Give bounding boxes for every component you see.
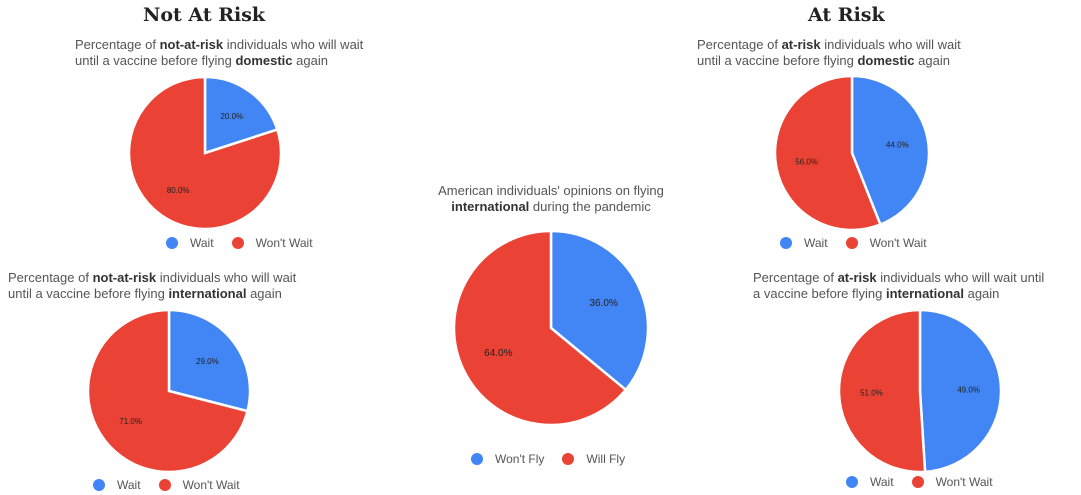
- legend-at-risk-international: Wait Won't Wait: [846, 475, 1011, 489]
- legend-item-wait: Wait: [846, 475, 894, 489]
- legend-dot-icon: [912, 476, 924, 488]
- slice-label: 49.0%: [957, 385, 980, 394]
- slice-label: 51.0%: [860, 389, 883, 398]
- legend-dot-icon: [846, 476, 858, 488]
- legend-item-wont-wait: Won't Wait: [912, 475, 993, 489]
